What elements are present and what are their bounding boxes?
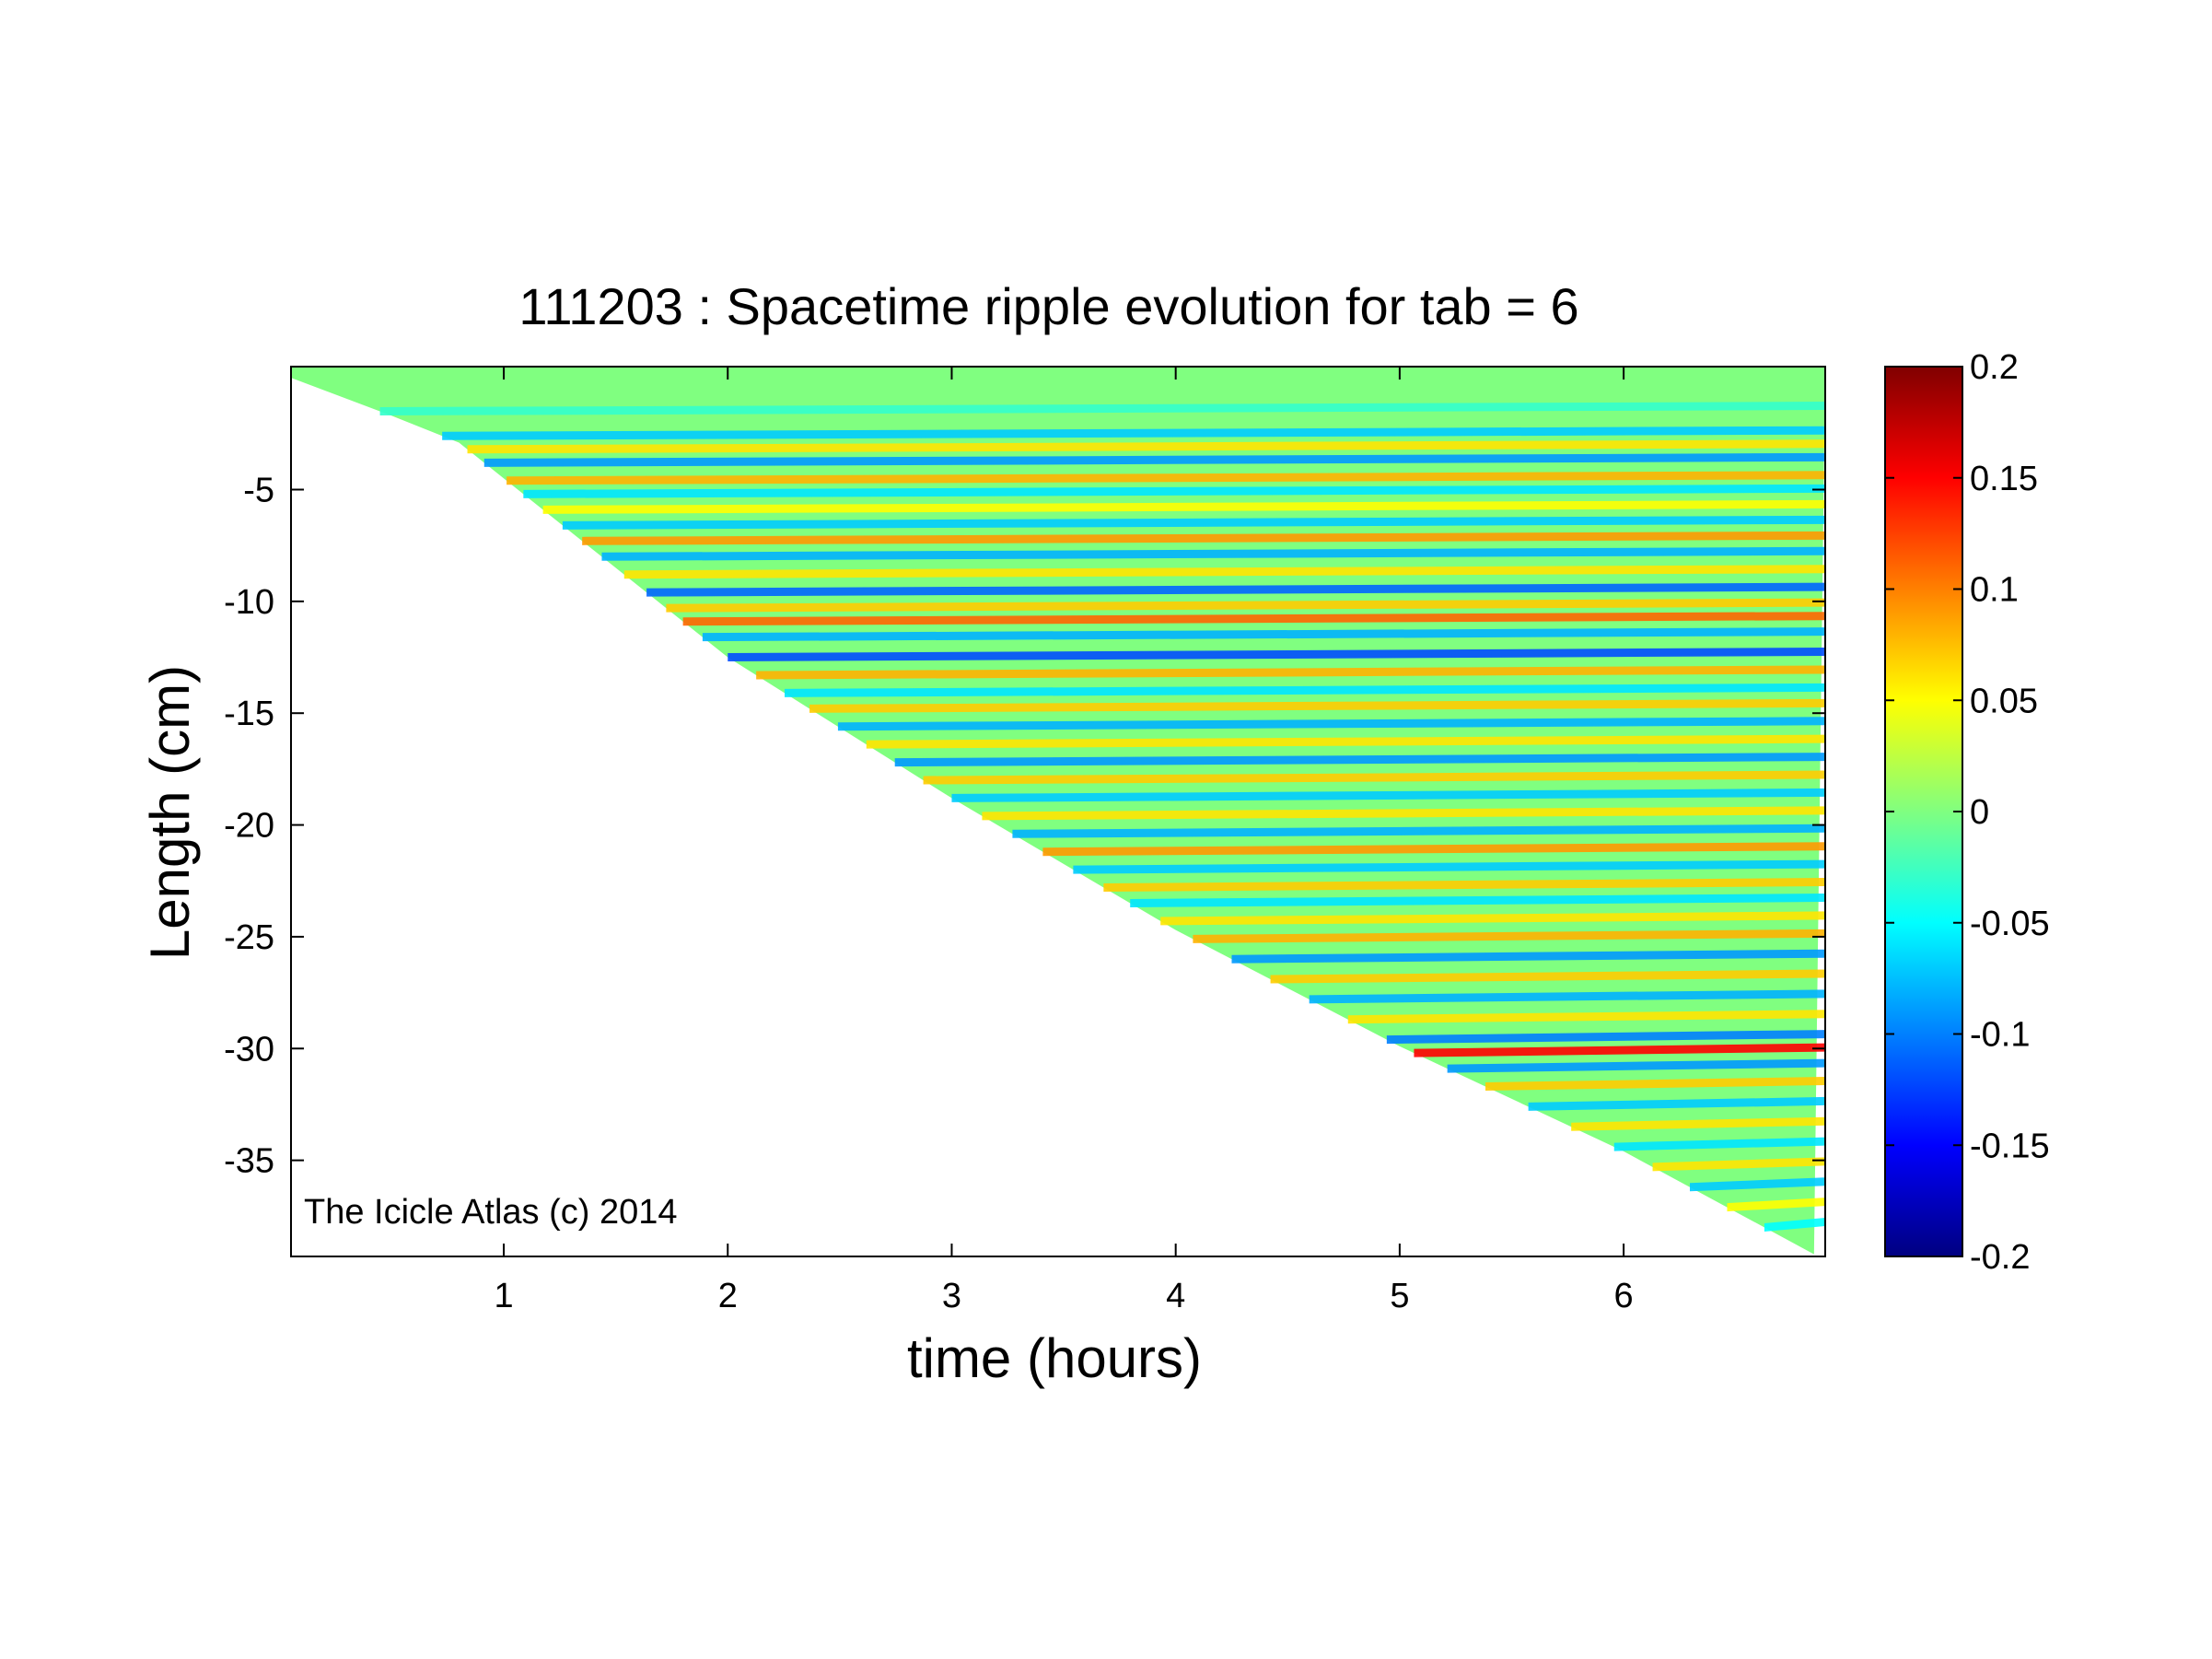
ripple-band: [1347, 1010, 1825, 1024]
ripple-band: [837, 717, 1825, 731]
x-axis-label: time (hours): [907, 1327, 1202, 1389]
ripple-band: [1485, 1077, 1825, 1092]
ripple-band: [1727, 1198, 1825, 1212]
chart-title: 111203 : Spacetime ripple evolution for …: [518, 277, 1578, 335]
ripple-band: [951, 788, 1825, 802]
plot-area: 1 2 3 4 5 6 -5 -10 -15 -20 -25 -30 -35 The Icicle A…: [224, 366, 1826, 1315]
ripple-band: [1160, 911, 1825, 926]
ripple-band: [1613, 1137, 1825, 1151]
x-axis-ticks: 1 2 3 4 5 6: [494, 367, 1634, 1315]
ripple-band: [728, 648, 1825, 662]
ripple-band: [1130, 894, 1825, 908]
colorbar: 0.2 0.15 0.1 0.05 0 -0.05 -0.1 -0.15 -0.2: [1884, 348, 2050, 1277]
y-tick-label: -30: [224, 1030, 274, 1069]
ripple-band: [623, 565, 1825, 579]
colorbar-tick-label: -0.2: [1970, 1238, 2030, 1277]
ripple-band: [1309, 989, 1825, 1004]
ripple-band: [1231, 949, 1825, 964]
x-tick-label: 5: [1390, 1277, 1409, 1315]
ripple-band: [809, 698, 1825, 713]
colorbar-ticks: 0.2 0.15 0.1 0.05 0 -0.05 -0.1 -0.15 -0.2: [1885, 348, 2050, 1277]
colorbar-gradient: [1885, 367, 1962, 1256]
ripple-band: [483, 452, 1825, 467]
ripple-band: [1073, 859, 1825, 874]
ripple-band: [666, 598, 1825, 613]
y-axis-ticks: -5 -10 -15 -20 -25 -30 -35: [224, 471, 1825, 1181]
ripple-band: [894, 753, 1825, 767]
plot-frame: [290, 366, 1826, 1257]
y-tick-label: -10: [224, 583, 274, 622]
ripple-band: [1447, 1058, 1825, 1073]
y-tick-label: -5: [243, 471, 274, 509]
ripple-band: [523, 484, 1825, 498]
colorbar-tick-label: 0.05: [1970, 682, 2038, 720]
ripple-band: [467, 439, 1825, 454]
ripple-band: [982, 806, 1825, 821]
x-tick-label: 2: [718, 1277, 738, 1315]
x-tick-label: 1: [494, 1277, 513, 1315]
colorbar-tick-label: -0.1: [1970, 1016, 2030, 1055]
colorbar-tick-label: -0.05: [1970, 905, 2050, 943]
ripple-band: [506, 471, 1825, 485]
ripple-band: [601, 546, 1825, 561]
ripple-band: [1042, 842, 1825, 857]
colorbar-tick-label: 0.1: [1970, 571, 2019, 610]
ripple-band: [682, 612, 1825, 626]
ripple-band: [542, 499, 1825, 514]
ripple-band: [562, 515, 1825, 530]
colorbar-tick-label: 0.2: [1970, 348, 2019, 387]
colorbar-tick-label: 0: [1970, 793, 1989, 832]
y-tick-label: -35: [224, 1142, 274, 1181]
ripple-band: [785, 683, 1825, 697]
ripple-band: [756, 665, 1825, 680]
y-tick-label: -15: [224, 695, 274, 733]
ripple-band: [1652, 1157, 1825, 1172]
ripple-band: [442, 426, 1825, 440]
ripple-band: [646, 582, 1825, 597]
watermark-annotation: The Icicle Atlas (c) 2014: [304, 1193, 678, 1232]
y-tick-label: -20: [224, 807, 274, 846]
y-tick-label: -25: [224, 918, 274, 957]
ripple-band: [1012, 824, 1825, 838]
colorbar-tick-label: -0.15: [1970, 1127, 2050, 1165]
ripple-band: [1571, 1116, 1825, 1131]
ripple-band: [379, 402, 1825, 416]
ripple-band: [1386, 1030, 1825, 1045]
ripple-band: [866, 734, 1825, 749]
ripple-band: [1193, 929, 1825, 943]
y-axis-label: Length (cm): [139, 665, 201, 960]
x-tick-label: 6: [1614, 1277, 1634, 1315]
ripple-band: [1414, 1043, 1825, 1057]
ripple-band: [1103, 878, 1825, 893]
ripple-band: [702, 627, 1825, 642]
ripple-band: [1690, 1177, 1825, 1192]
ripple-band: [923, 770, 1825, 785]
x-tick-label: 4: [1166, 1277, 1185, 1315]
ripple-band: [582, 531, 1825, 545]
x-tick-label: 3: [942, 1277, 961, 1315]
ripple-heatmap: [291, 367, 1825, 1255]
ripple-band: [1528, 1096, 1825, 1111]
ripple-band: [1270, 969, 1825, 984]
ripple-band: [1764, 1217, 1825, 1232]
colorbar-tick-label: 0.15: [1970, 460, 2038, 498]
